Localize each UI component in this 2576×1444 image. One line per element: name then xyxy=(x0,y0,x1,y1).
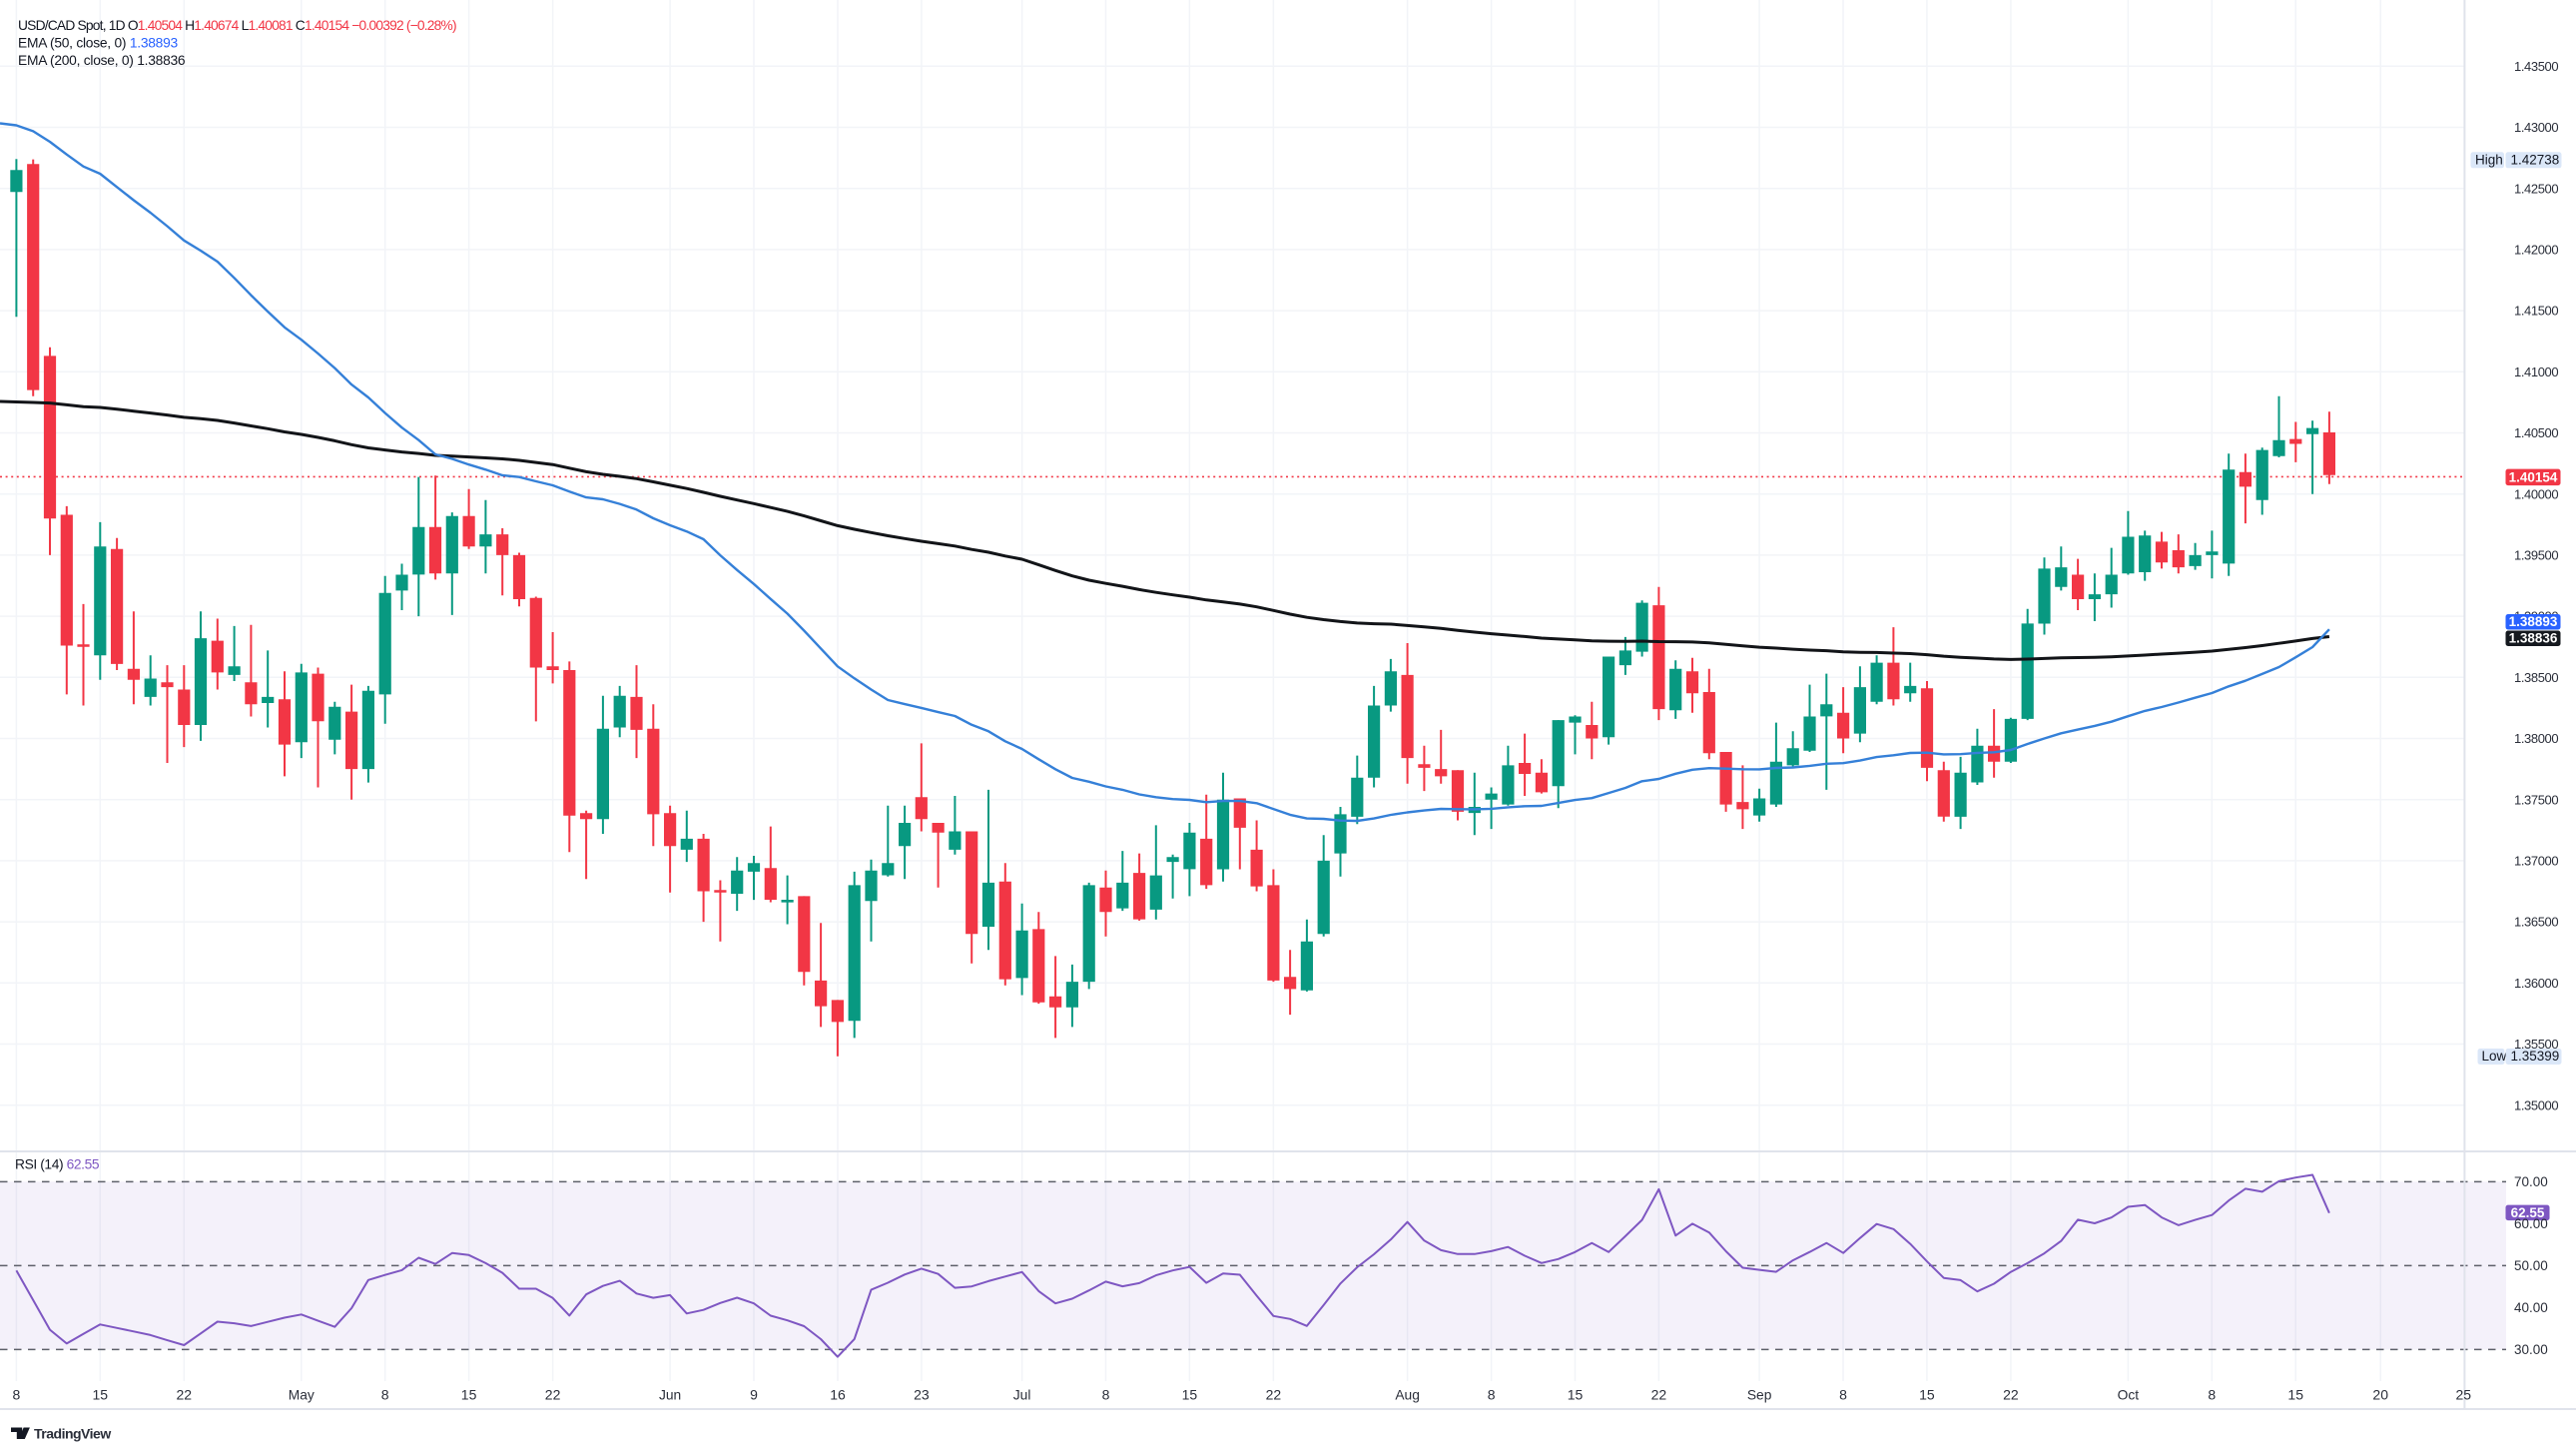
svg-text:USD/CAD Spot, 1D O1.40504 H1.4: USD/CAD Spot, 1D O1.40504 H1.40674 L1.40… xyxy=(18,18,456,33)
svg-text:15: 15 xyxy=(2287,1386,2303,1402)
svg-text:1.35000: 1.35000 xyxy=(2514,1097,2558,1112)
svg-text:1.38000: 1.38000 xyxy=(2514,731,2558,746)
svg-text:Low: Low xyxy=(2482,1049,2507,1064)
svg-text:1.35500: 1.35500 xyxy=(2514,1037,2558,1052)
svg-text:RSI (14) 62.55: RSI (14) 62.55 xyxy=(15,1157,100,1172)
svg-text:8: 8 xyxy=(381,1386,389,1402)
svg-text:1.37500: 1.37500 xyxy=(2514,792,2558,807)
svg-text:1.38893: 1.38893 xyxy=(2509,614,2558,629)
svg-text:EMA (200, close, 0) 1.38836: EMA (200, close, 0) 1.38836 xyxy=(18,53,186,68)
svg-text:1.41000: 1.41000 xyxy=(2514,364,2558,379)
svg-text:EMA (50, close, 0) 1.38893: EMA (50, close, 0) 1.38893 xyxy=(18,36,179,51)
svg-text:15: 15 xyxy=(93,1386,109,1402)
svg-text:1.42738: 1.42738 xyxy=(2511,152,2560,167)
svg-text:1.36500: 1.36500 xyxy=(2514,915,2558,930)
svg-text:62.55: 62.55 xyxy=(2511,1205,2545,1220)
svg-text:22: 22 xyxy=(1651,1386,1667,1402)
svg-text:15: 15 xyxy=(1568,1386,1584,1402)
svg-text:1.38836: 1.38836 xyxy=(2509,631,2558,646)
svg-text:1.39500: 1.39500 xyxy=(2514,548,2558,563)
svg-text:1.42500: 1.42500 xyxy=(2514,181,2558,196)
svg-text:8: 8 xyxy=(1102,1386,1110,1402)
svg-text:Sep: Sep xyxy=(1747,1387,1772,1402)
svg-text:1.37000: 1.37000 xyxy=(2514,854,2558,869)
svg-text:1.40500: 1.40500 xyxy=(2514,425,2558,440)
svg-text:9: 9 xyxy=(750,1386,758,1402)
svg-text:25: 25 xyxy=(2456,1386,2472,1402)
svg-text:1.41500: 1.41500 xyxy=(2514,304,2558,319)
svg-text:22: 22 xyxy=(1266,1386,1282,1402)
svg-text:23: 23 xyxy=(914,1386,930,1402)
svg-text:15: 15 xyxy=(1182,1386,1198,1402)
svg-text:1.40154: 1.40154 xyxy=(2509,469,2558,484)
svg-text:8: 8 xyxy=(1839,1386,1847,1402)
svg-text:1.35399: 1.35399 xyxy=(2511,1049,2560,1064)
svg-text:70.00: 70.00 xyxy=(2514,1174,2548,1189)
svg-text:40.00: 40.00 xyxy=(2514,1300,2548,1315)
svg-text:22: 22 xyxy=(177,1386,193,1402)
svg-text:1.36000: 1.36000 xyxy=(2514,976,2558,991)
svg-text:60.00: 60.00 xyxy=(2514,1216,2548,1231)
svg-text:1.38500: 1.38500 xyxy=(2514,670,2558,685)
svg-text:Aug: Aug xyxy=(1395,1387,1420,1402)
svg-text:15: 15 xyxy=(1919,1386,1935,1402)
svg-text:Jun: Jun xyxy=(659,1387,681,1402)
svg-text:15: 15 xyxy=(461,1386,477,1402)
svg-text:22: 22 xyxy=(2003,1386,2019,1402)
svg-text:30.00: 30.00 xyxy=(2514,1342,2548,1357)
svg-text:1.42000: 1.42000 xyxy=(2514,243,2558,258)
svg-text:TradingView: TradingView xyxy=(34,1426,111,1442)
svg-text:20: 20 xyxy=(2372,1386,2388,1402)
svg-text:50.00: 50.00 xyxy=(2514,1258,2548,1273)
svg-text:8: 8 xyxy=(2208,1386,2216,1402)
svg-text:22: 22 xyxy=(545,1386,561,1402)
svg-text:High: High xyxy=(2475,152,2503,167)
svg-text:Jul: Jul xyxy=(1013,1387,1031,1402)
svg-text:Oct: Oct xyxy=(2118,1387,2140,1402)
svg-text:8: 8 xyxy=(1488,1386,1496,1402)
svg-text:1.43000: 1.43000 xyxy=(2514,120,2558,135)
svg-text:1.43500: 1.43500 xyxy=(2514,59,2558,74)
svg-text:8: 8 xyxy=(13,1386,21,1402)
svg-text:16: 16 xyxy=(830,1386,846,1402)
svg-text:May: May xyxy=(289,1387,315,1402)
svg-text:1.40000: 1.40000 xyxy=(2514,486,2558,501)
